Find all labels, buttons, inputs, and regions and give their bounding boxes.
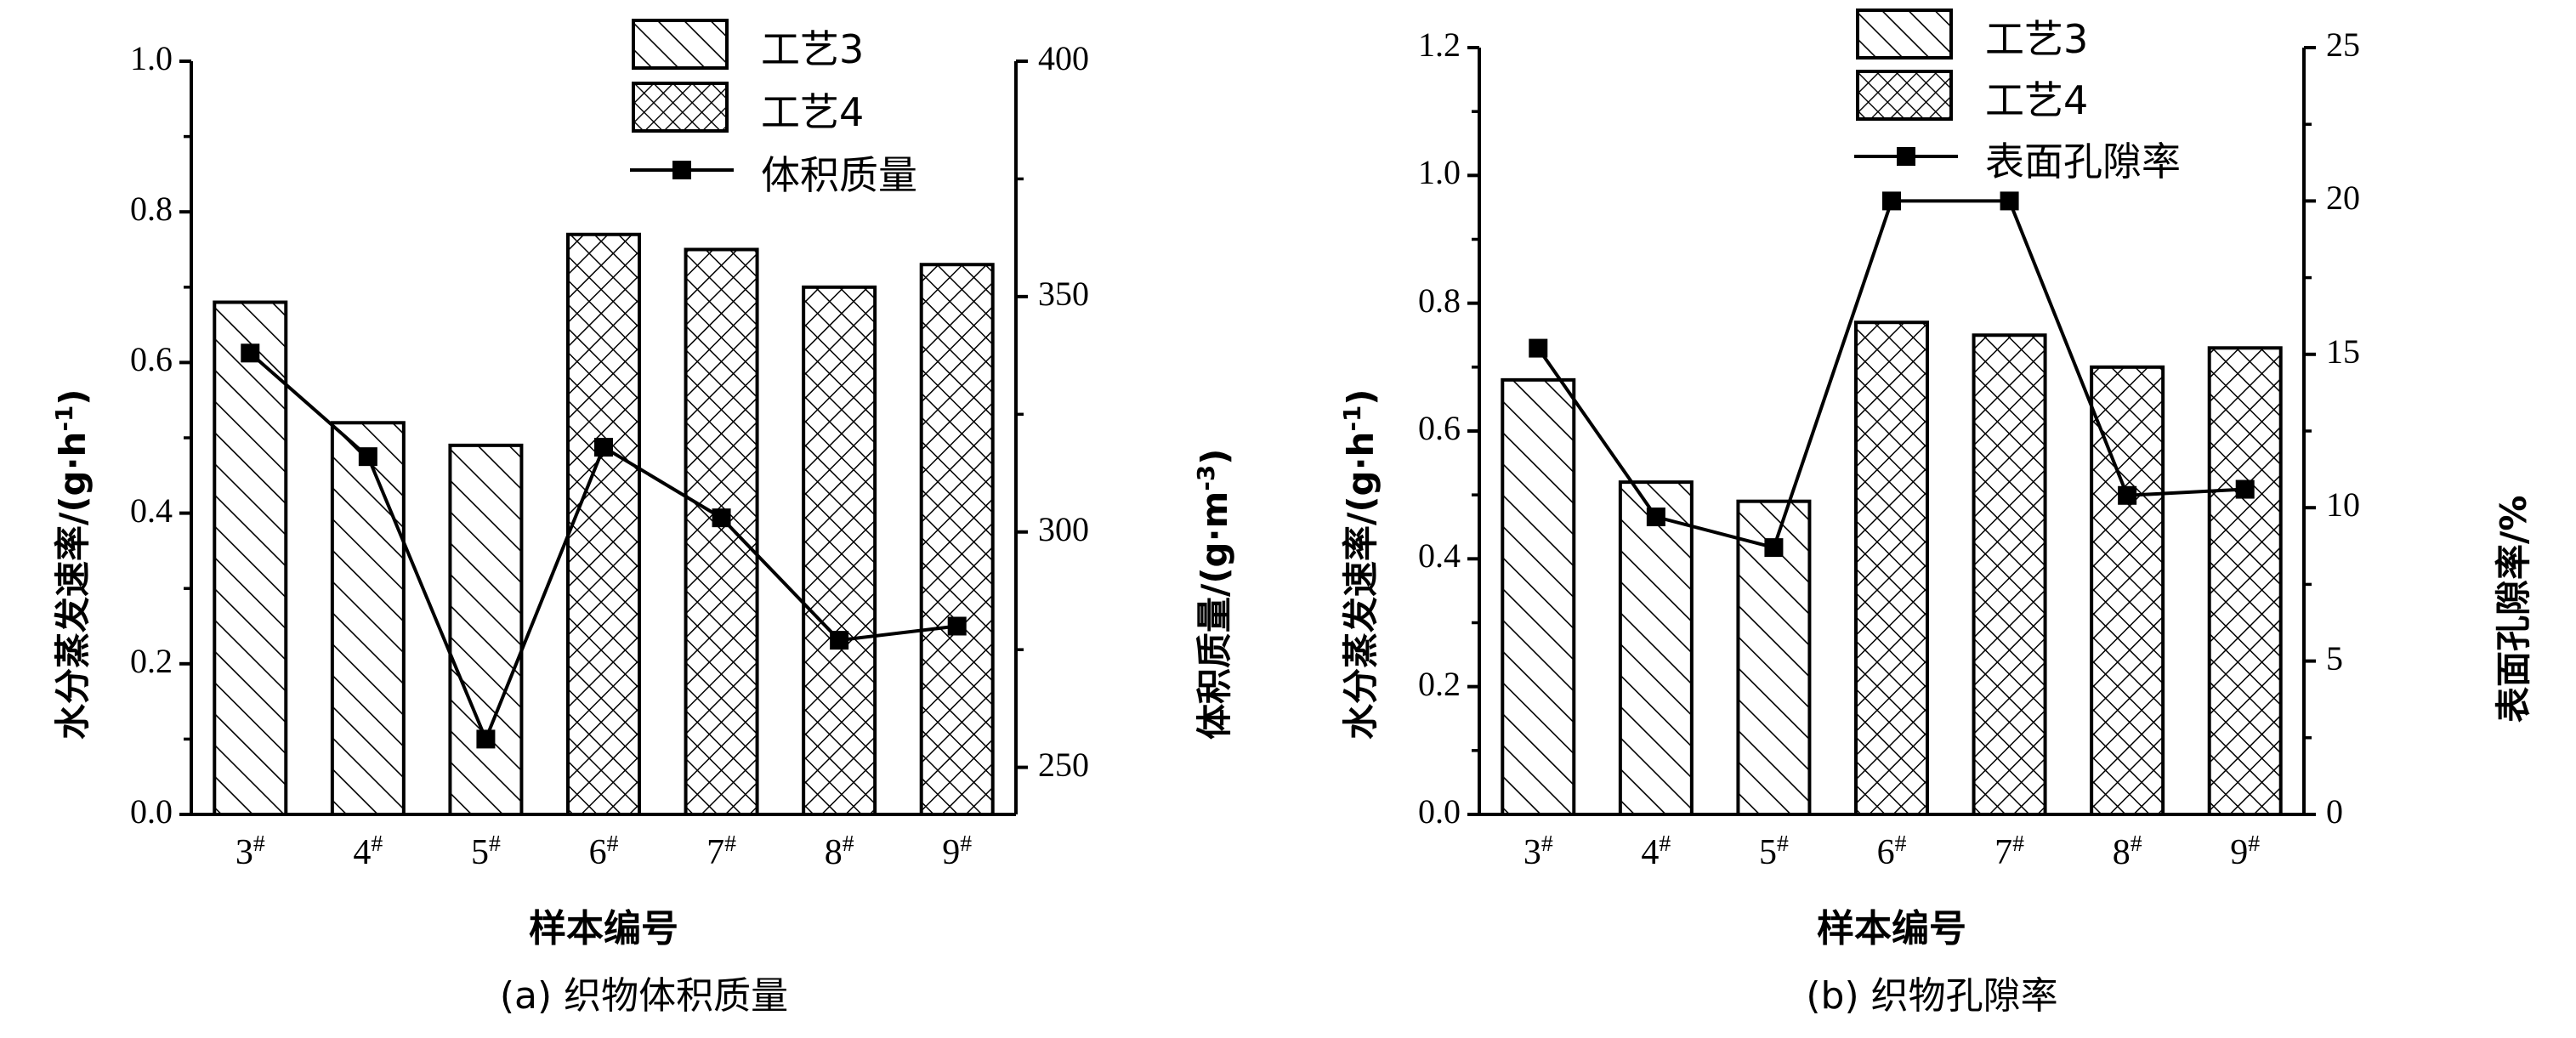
legend-swatch-体积质量: [630, 161, 734, 179]
chart-panel-a: 0.0 0.2 0.4 0.6 0.8 1.0 250 300 350 400 3# 4# 5# 6# 7#…: [50, 19, 1235, 1018]
y-axis-tick-label: 0.6: [130, 340, 173, 379]
y-axis-tick-label: 1.2: [1418, 26, 1461, 64]
x-axis-tick-label: 9#: [2230, 830, 2261, 872]
y2-axis-tick-label: 300: [1038, 509, 1089, 548]
x-axis-tick-label: 5#: [470, 830, 501, 872]
legend-label-工艺3: 工艺3: [761, 26, 865, 72]
y2-axis-title: 表面孔隙率/%: [2493, 495, 2534, 723]
bar-9#: [2207, 346, 2283, 816]
y-axis-tick-label: 0.8: [130, 190, 173, 229]
plot-area: [179, 60, 1028, 817]
y2-axis-tick-label: 25: [2326, 26, 2360, 64]
legend-swatch-表面孔隙率: [1854, 147, 1958, 166]
legend: [630, 19, 734, 179]
data-point-marker: [476, 729, 496, 749]
legend-label-表面孔隙率: 表面孔隙率: [1985, 139, 2181, 184]
y-axis-tick-label: 0.8: [1418, 281, 1461, 320]
bar-6#: [1854, 320, 1929, 816]
data-point-marker: [1646, 508, 1665, 527]
x-axis-tick-label: 7#: [1994, 830, 2024, 872]
y-axis-tick-label: 0.2: [1418, 664, 1461, 703]
bar-9#: [919, 263, 995, 817]
x-axis-title: 样本编号: [1817, 907, 1966, 950]
y2-axis-tick-label: 15: [2326, 332, 2360, 371]
bar-6#: [566, 232, 641, 816]
y-axis-tick-label: 0.4: [130, 491, 173, 530]
x-axis-tick-label: 6#: [1876, 830, 1907, 872]
x-axis-title: 样本编号: [529, 907, 678, 950]
legend-swatch-工艺3: [632, 19, 729, 70]
x-axis-tick-label: 5#: [1758, 830, 1789, 872]
y-axis-tick-label: 0.4: [1418, 536, 1461, 576]
plot-area: [1467, 46, 2316, 817]
panel-caption: (a) 织物体积质量: [499, 974, 789, 1018]
x-axis-tick-label: 6#: [588, 830, 619, 872]
y2-axis-tick-label: 250: [1038, 745, 1089, 784]
x-axis-tick-label: 8#: [824, 830, 854, 872]
data-point-marker: [2235, 479, 2255, 499]
data-point-marker: [712, 508, 731, 528]
y-axis-tick-label: 1.0: [130, 39, 173, 77]
y-axis-tick-label: 0.2: [130, 641, 173, 680]
y-axis-tick-label: 0.6: [1418, 409, 1461, 447]
x-axis-tick-label: 3#: [1523, 830, 1553, 872]
data-point-marker: [358, 447, 377, 467]
y2-axis-tick-label: 20: [2326, 179, 2360, 218]
bar-5#: [448, 443, 524, 816]
y-axis-title: 水分蒸发速率/(g·h-1): [1338, 389, 1382, 740]
bar-7#: [1972, 333, 2047, 816]
legend-swatch-工艺4: [1856, 70, 1953, 121]
chart-panel-b: 0.0 0.2 0.4 0.6 0.8 1.0 1.2 0 5 10 15 20 25 3# 4# 5# 6# 7…: [1288, 0, 2576, 1038]
bar-8#: [802, 285, 877, 816]
data-point-marker: [947, 616, 967, 636]
data-point-marker: [830, 631, 849, 650]
bar-4#: [1618, 480, 1694, 817]
x-axis-tick-label: 9#: [942, 830, 973, 872]
y2-axis-tick-label: 400: [1038, 39, 1089, 77]
y2-axis-tick-label: 350: [1038, 274, 1089, 313]
x-axis-tick-label: 4#: [353, 830, 383, 872]
y2-axis-tick-label: 5: [2326, 638, 2343, 678]
x-axis-tick-label: 3#: [235, 830, 265, 872]
y-axis-tick-label: 0.0: [1418, 792, 1461, 831]
data-point-marker: [2118, 485, 2137, 505]
x-axis-tick-label: 7#: [706, 830, 736, 872]
legend-label-体积质量: 体积质量: [761, 152, 917, 198]
legend-swatch-工艺3: [1856, 9, 1953, 60]
legend-label-工艺4: 工艺4: [761, 89, 865, 135]
y-axis-title: 水分蒸发速率/(g·h-1): [50, 389, 94, 740]
x-axis-tick-label: 4#: [1641, 830, 1671, 872]
data-point-marker: [594, 438, 613, 457]
bar-4#: [330, 421, 406, 816]
bar-3#: [1501, 377, 1576, 816]
y2-axis-tick-label: 10: [2326, 485, 2360, 525]
y2-axis-tick-label: 0: [2326, 792, 2343, 831]
y-axis-tick-label: 0.0: [130, 792, 173, 831]
bar-7#: [684, 247, 759, 816]
data-point-marker: [1529, 338, 1548, 358]
x-axis-tick-label: 8#: [2112, 830, 2142, 872]
panel-caption: (b) 织物孔隙率: [1806, 974, 2058, 1018]
y2-axis-title: 体积质量/(g·m-3): [1192, 448, 1235, 740]
bar-3#: [213, 300, 288, 816]
data-point-marker: [2000, 191, 2019, 211]
legend-label-工艺4: 工艺4: [1985, 77, 2089, 123]
data-point-marker: [241, 343, 260, 363]
legend-label-工艺3: 工艺3: [1985, 16, 2089, 62]
legend-swatch-工艺4: [632, 82, 729, 133]
data-point-marker: [1882, 191, 1901, 211]
bar-8#: [2090, 365, 2165, 817]
y-axis-tick-label: 1.0: [1418, 153, 1461, 192]
data-point-marker: [1764, 538, 1784, 558]
legend: [1854, 9, 1958, 166]
